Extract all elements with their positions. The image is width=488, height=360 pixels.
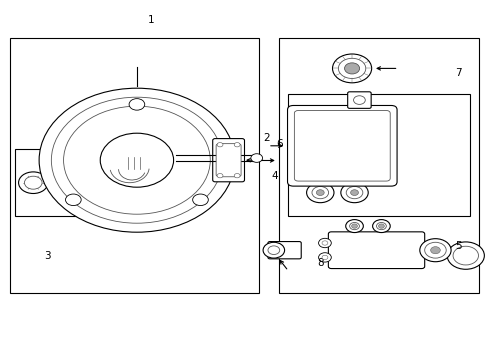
FancyBboxPatch shape xyxy=(287,105,396,186)
Circle shape xyxy=(100,133,173,187)
Circle shape xyxy=(378,224,384,228)
Text: 5: 5 xyxy=(454,240,461,251)
FancyBboxPatch shape xyxy=(327,232,424,269)
Circle shape xyxy=(430,247,439,254)
Bar xyxy=(278,38,478,293)
Text: 6: 6 xyxy=(275,139,282,149)
Circle shape xyxy=(19,172,48,194)
Circle shape xyxy=(51,97,222,223)
Circle shape xyxy=(344,63,359,74)
Circle shape xyxy=(346,186,362,199)
Circle shape xyxy=(345,220,363,233)
Circle shape xyxy=(24,176,42,189)
Circle shape xyxy=(65,194,81,206)
Circle shape xyxy=(217,174,223,178)
Circle shape xyxy=(234,174,240,178)
FancyBboxPatch shape xyxy=(216,144,241,177)
Circle shape xyxy=(234,143,240,147)
Text: 2: 2 xyxy=(263,132,269,143)
Circle shape xyxy=(350,190,358,195)
Circle shape xyxy=(217,143,223,147)
Circle shape xyxy=(372,220,389,233)
Text: 1: 1 xyxy=(148,15,155,25)
Circle shape xyxy=(353,96,365,104)
Bar xyxy=(10,38,259,293)
Circle shape xyxy=(376,222,386,230)
FancyBboxPatch shape xyxy=(212,139,244,182)
Circle shape xyxy=(446,242,483,269)
Circle shape xyxy=(306,183,333,203)
Circle shape xyxy=(318,238,330,248)
FancyBboxPatch shape xyxy=(347,92,370,108)
Circle shape xyxy=(129,99,144,110)
Circle shape xyxy=(316,190,324,195)
FancyBboxPatch shape xyxy=(294,111,389,181)
Text: 3: 3 xyxy=(44,251,51,261)
Bar xyxy=(311,171,321,175)
Circle shape xyxy=(46,173,71,192)
Bar xyxy=(15,149,78,216)
Circle shape xyxy=(192,194,208,206)
Circle shape xyxy=(338,58,365,78)
Circle shape xyxy=(321,241,327,245)
Circle shape xyxy=(452,246,477,265)
Circle shape xyxy=(332,54,371,83)
Circle shape xyxy=(51,177,66,188)
Circle shape xyxy=(311,186,328,199)
Circle shape xyxy=(63,106,210,214)
FancyBboxPatch shape xyxy=(267,242,301,259)
Circle shape xyxy=(318,253,330,262)
Text: 7: 7 xyxy=(454,68,461,78)
Circle shape xyxy=(321,255,327,260)
Circle shape xyxy=(267,246,279,255)
Circle shape xyxy=(39,88,234,232)
Circle shape xyxy=(263,242,284,258)
Circle shape xyxy=(351,224,357,228)
Circle shape xyxy=(340,183,367,203)
Text: 4: 4 xyxy=(271,171,278,181)
Circle shape xyxy=(419,239,450,262)
Text: 8: 8 xyxy=(316,258,323,268)
Bar xyxy=(287,94,469,216)
Circle shape xyxy=(250,154,262,162)
Circle shape xyxy=(424,242,446,258)
Circle shape xyxy=(349,222,359,230)
